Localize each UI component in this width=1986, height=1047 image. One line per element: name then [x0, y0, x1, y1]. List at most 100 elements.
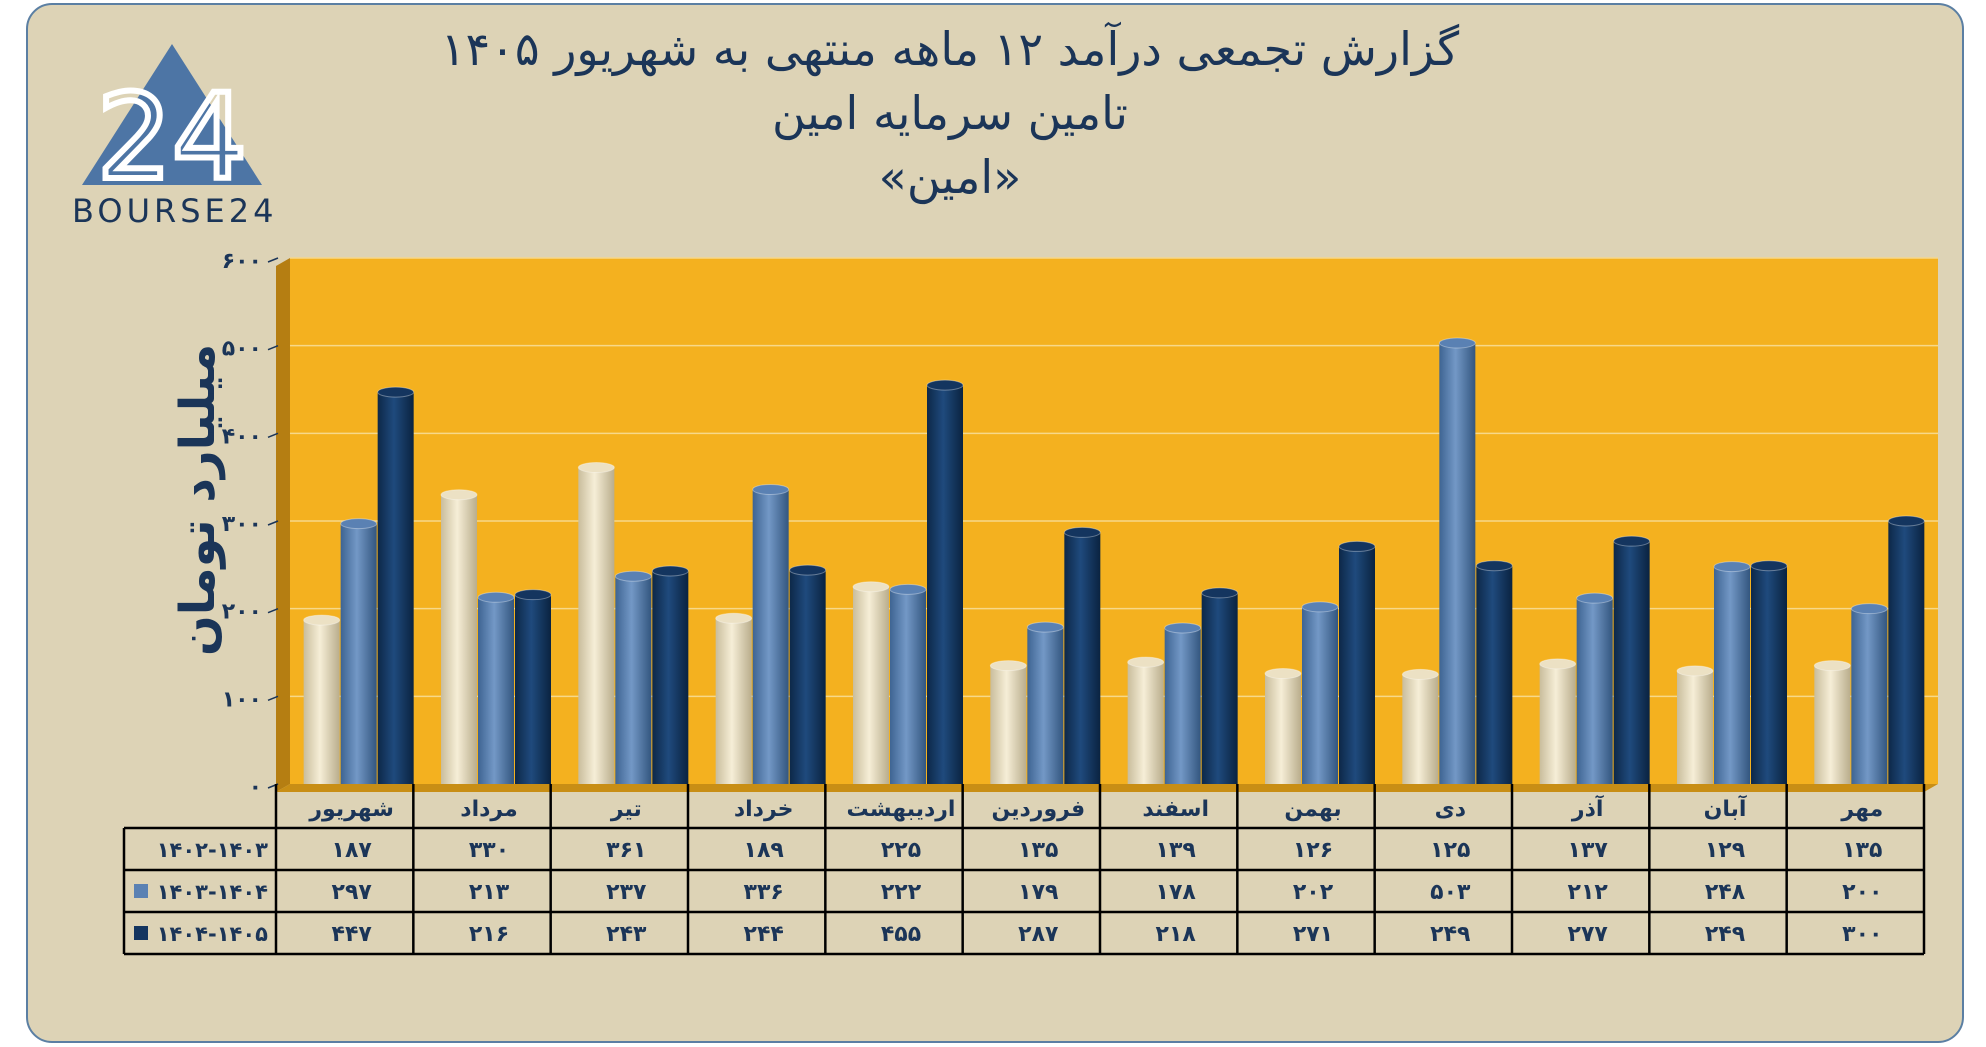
bar	[1164, 627, 1201, 784]
bar-cap	[1539, 658, 1577, 670]
bar	[1027, 627, 1064, 784]
data-label: ۲۰۰	[1842, 880, 1882, 905]
data-label: ۲۴۳	[606, 922, 647, 947]
bar	[441, 494, 477, 784]
bar	[1714, 566, 1750, 784]
bar	[1851, 608, 1888, 784]
bar-cap	[1438, 337, 1476, 349]
bar-cap	[1713, 561, 1751, 573]
data-label: ۲۹۷	[332, 880, 373, 905]
bar-cap	[1164, 622, 1202, 634]
bar	[1613, 541, 1650, 784]
bar-cap	[926, 379, 964, 391]
bar	[615, 576, 652, 784]
bar	[1576, 598, 1613, 784]
bar	[1476, 565, 1513, 784]
bar	[1127, 662, 1164, 784]
bar-cap	[303, 614, 341, 626]
data-label: ۱۸۷	[332, 838, 373, 863]
bar-cap	[1063, 526, 1101, 538]
bar	[1339, 546, 1375, 784]
data-label: ۲۴۴	[744, 922, 784, 947]
data-label: ۴۵۵	[881, 922, 921, 947]
y-tick-label: ۴۰۰	[222, 424, 262, 449]
x-tick-label: اردیبهشت	[847, 797, 956, 822]
bar	[1751, 565, 1787, 784]
legend-entry: ۱۴۰۴-۱۴۰۵	[157, 922, 268, 946]
bar-cap	[340, 518, 378, 530]
data-label: ۴۴۷	[332, 922, 373, 947]
chart-subtitle: تامین سرمایه امین	[772, 86, 1128, 140]
data-label: ۳۳۶	[744, 880, 784, 905]
x-tick-label: آذر	[1571, 794, 1604, 822]
bar	[1064, 532, 1101, 784]
bar-cap	[1887, 515, 1925, 527]
data-label: ۱۳۹	[1156, 838, 1196, 863]
legend-entry: ۱۴۰۳-۱۴۰۴	[157, 880, 268, 904]
bar	[1265, 673, 1301, 784]
bar	[652, 570, 689, 784]
bar-cap	[889, 583, 927, 595]
bar	[927, 385, 963, 784]
bar-cap	[1026, 621, 1064, 633]
data-label: ۲۴۹	[1705, 922, 1745, 947]
x-tick-label: مرداد	[460, 797, 517, 822]
bar-cap	[1401, 668, 1439, 680]
y-tick-mark	[267, 695, 279, 702]
bar	[303, 620, 340, 784]
y-tick-label: ۰	[249, 775, 262, 800]
bar	[1201, 592, 1238, 784]
bar	[478, 597, 514, 784]
legend-entry: ۱۴۰۲-۱۴۰۳	[157, 838, 268, 862]
x-tick-label: دی	[1435, 797, 1466, 822]
data-label: ۱۳۵	[1018, 838, 1058, 863]
bar-cap	[514, 589, 552, 601]
svg-text:24: 24	[97, 68, 247, 206]
y-tick-mark	[267, 432, 279, 439]
plot-floor	[276, 784, 1938, 792]
data-label: ۵۰۳	[1430, 880, 1471, 905]
legend-swatch	[134, 926, 148, 940]
bar	[853, 586, 889, 784]
bar	[377, 392, 414, 784]
bar-cap	[1750, 560, 1788, 572]
logo-wordmark: BOURSE24	[72, 192, 278, 230]
company-symbol: «امین»	[878, 150, 1022, 204]
bar-cap	[377, 386, 415, 398]
y-tick-label: ۵۰۰	[222, 337, 262, 362]
data-label: ۲۲۵	[881, 838, 921, 863]
x-tick-label: شهریور	[308, 797, 394, 822]
bar-cap	[715, 612, 753, 624]
data-label: ۳۳۰	[469, 838, 509, 863]
y-tick-label: ۱۰۰	[222, 687, 262, 712]
data-label: ۱۲۵	[1430, 838, 1470, 863]
bar	[578, 467, 615, 784]
y-tick-mark	[267, 344, 279, 351]
bar-cap	[1301, 601, 1339, 613]
bar-cap	[1127, 656, 1165, 668]
bar-cap	[577, 462, 615, 474]
plot-side-wall	[276, 258, 290, 792]
data-label: ۲۱۲	[1568, 880, 1609, 905]
bar-cap	[477, 591, 515, 603]
data-label: ۳۶۱	[606, 838, 646, 863]
bar-cap	[440, 489, 478, 501]
x-tick-label: فروردین	[991, 797, 1085, 822]
bar	[752, 489, 789, 784]
data-label: ۱۷۸	[1156, 880, 1197, 905]
bar	[1888, 521, 1925, 784]
bar-cap	[852, 581, 890, 593]
bar	[1539, 663, 1576, 784]
y-tick-label: ۳۰۰	[222, 512, 262, 537]
data-label: ۲۴۸	[1705, 880, 1746, 905]
legend-swatch	[134, 884, 148, 898]
bar-cap	[1475, 560, 1513, 572]
bar-cap	[1576, 592, 1614, 604]
data-label: ۲۷۱	[1293, 922, 1333, 947]
bar-cap	[614, 570, 652, 582]
bar-cap	[789, 564, 827, 576]
bourse24-logo-icon: 24	[82, 44, 262, 209]
x-tick-label: خرداد	[734, 797, 794, 822]
bar	[990, 665, 1027, 784]
